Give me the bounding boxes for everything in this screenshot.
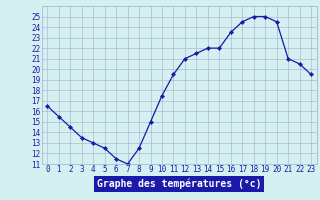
- X-axis label: Graphe des températures (°c): Graphe des températures (°c): [97, 179, 261, 189]
